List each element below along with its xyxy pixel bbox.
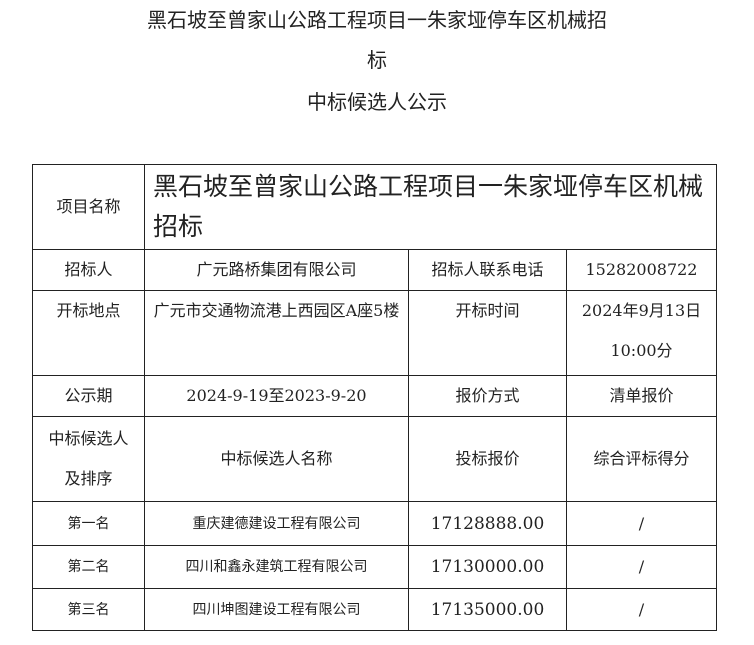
price-cell: 17130000.00 — [408, 545, 567, 589]
time-label: 开标时间 — [408, 290, 567, 376]
doc-subtitle: 中标候选人公示 — [307, 90, 447, 114]
doc-title-line2: 标 — [367, 48, 387, 72]
header-score: 综合评标得分 — [566, 416, 717, 502]
location-label: 开标地点 — [32, 290, 145, 376]
quote-method-label: 报价方式 — [408, 375, 567, 417]
tenderer-value: 广元路桥集团有限公司 — [144, 249, 409, 291]
score-cell: / — [566, 501, 717, 546]
table-header-row: 中标候选人及排序 中标候选人名称 投标报价 综合评标得分 — [32, 416, 717, 502]
price-cell: 17135000.00 — [408, 588, 567, 631]
period-value: 2024-9-19至2023-9-20 — [144, 375, 409, 417]
table-row: 招标人 广元路桥集团有限公司 招标人联系电话 15282008722 — [32, 249, 717, 291]
table-row: 项目名称 黑石坡至曾家山公路工程项目一朱家垭停车区机械招标 — [32, 164, 717, 250]
table-row: 开标地点 广元市交通物流港上西园区A座5楼 开标时间 2024年9月13日10:… — [32, 290, 717, 376]
candidate-name-cell: 重庆建德建设工程有限公司 — [144, 501, 409, 546]
header-name: 中标候选人名称 — [144, 416, 409, 502]
candidate-name-cell: 四川坤图建设工程有限公司 — [144, 588, 409, 631]
location-value: 广元市交通物流港上西园区A座5楼 — [144, 290, 409, 376]
header-price: 投标报价 — [408, 416, 567, 502]
table-row: 第三名 四川坤图建设工程有限公司 17135000.00 / — [32, 588, 717, 631]
score-cell: / — [566, 588, 717, 631]
tenderer-label: 招标人 — [32, 249, 145, 291]
period-label: 公示期 — [32, 375, 145, 417]
bid-candidate-table: 项目名称 黑石坡至曾家山公路工程项目一朱家垭停车区机械招标 招标人 广元路桥集团… — [32, 164, 717, 631]
project-name-value: 黑石坡至曾家山公路工程项目一朱家垭停车区机械招标 — [144, 164, 717, 250]
quote-method-value: 清单报价 — [566, 375, 717, 417]
phone-value: 15282008722 — [566, 249, 717, 291]
header-rank: 中标候选人及排序 — [32, 416, 145, 502]
score-cell: / — [566, 545, 717, 589]
rank-cell: 第二名 — [32, 545, 145, 589]
price-cell: 17128888.00 — [408, 501, 567, 546]
candidate-name-cell: 四川和鑫永建筑工程有限公司 — [144, 545, 409, 589]
table-row: 公示期 2024-9-19至2023-9-20 报价方式 清单报价 — [32, 375, 717, 417]
phone-label: 招标人联系电话 — [408, 249, 567, 291]
time-value: 2024年9月13日10:00分 — [566, 290, 717, 376]
rank-cell: 第一名 — [32, 501, 145, 546]
rank-cell: 第三名 — [32, 588, 145, 631]
table-row: 第二名 四川和鑫永建筑工程有限公司 17130000.00 / — [32, 545, 717, 589]
table-row: 第一名 重庆建德建设工程有限公司 17128888.00 / — [32, 501, 717, 546]
doc-title-line1: 黑石坡至曾家山公路工程项目一朱家垭停车区机械招 — [147, 8, 607, 32]
project-name-label: 项目名称 — [32, 164, 145, 250]
